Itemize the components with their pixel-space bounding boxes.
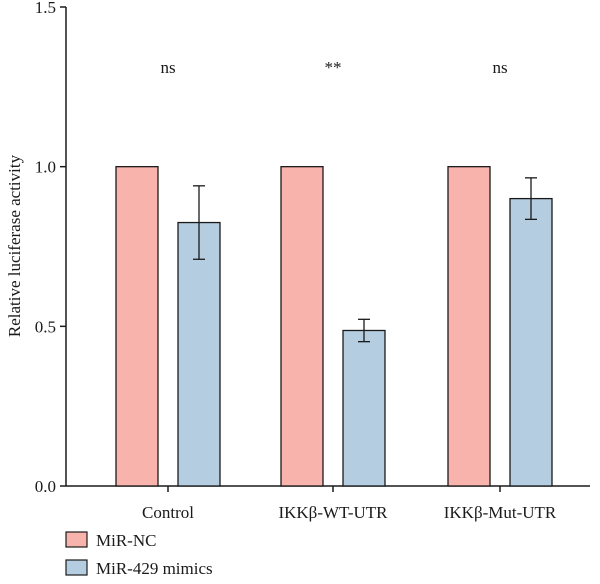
- significance-label-0: ns: [160, 58, 175, 77]
- y-tick-label-0: 0.0: [35, 477, 56, 496]
- y-tick-label-1: 0.5: [35, 317, 56, 336]
- bars: [115, 166, 553, 487]
- legend-label-1: MiR-429 mimics: [96, 559, 213, 578]
- y-tick-label-3: 1.5: [35, 0, 56, 17]
- bar-s1-c2: [509, 197, 553, 487]
- y-tick-label-2: 1.0: [35, 158, 56, 177]
- y-axis-title: Relative luciferase activity: [5, 154, 24, 337]
- x-tick-label-0: Control: [142, 503, 194, 522]
- bar-s1-c0: [177, 221, 221, 487]
- legend-swatch-0: [65, 531, 88, 548]
- legend-label-0: MiR-NC: [96, 531, 156, 550]
- x-tick-label-1: IKKβ-WT-UTR: [278, 503, 388, 522]
- bar-s1-c1: [342, 329, 386, 487]
- error-bars: [193, 177, 537, 343]
- significance-label-1: **: [325, 58, 342, 77]
- x-tick-label-2: IKKβ-Mut-UTR: [444, 503, 557, 522]
- significance-label-2: ns: [492, 58, 507, 77]
- bar-s0-c1: [280, 166, 324, 487]
- bar-s0-c0: [115, 166, 159, 487]
- significance-labels: ns ** ns: [160, 58, 507, 77]
- legend: MiR-NC MiR-429 mimics: [65, 531, 213, 578]
- legend-swatch-1: [65, 559, 88, 576]
- bar-s0-c2: [447, 166, 491, 487]
